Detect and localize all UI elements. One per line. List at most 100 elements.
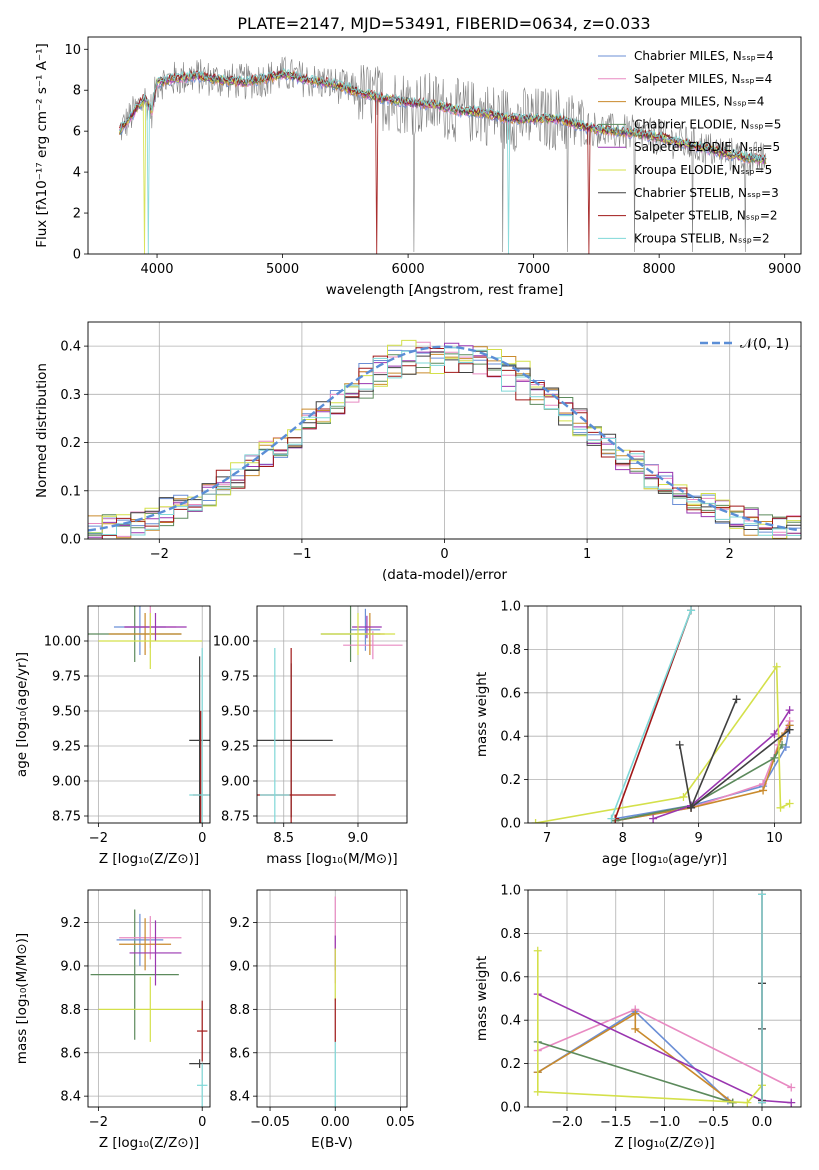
legend: 𝒩(0, 1) [700,336,789,352]
y-tick-label: 0.8 [500,643,521,658]
y-tick-label: 10 [64,43,81,58]
x-tick-label: 0.05 [386,1115,415,1130]
weight-marker [758,890,766,899]
histogram-8 [88,347,801,536]
y-tick-label: 1.0 [500,884,521,899]
x-tick-label: −0.05 [250,1115,290,1130]
x-tick-label: 7000 [517,262,550,277]
figure-title: PLATE=2147, MJD=53491, FIBERID=0634, z=0… [237,14,650,33]
weight-marker [607,814,616,823]
weight-line-5 [537,950,763,1104]
plot-area [90,909,210,1107]
panel-age_vs_z: −2 0 8.75 9.00 9.25 9.50 9.75 10.00 Z [log₁₀(Z/Z… [14,605,211,867]
weight-line-8 [610,610,692,819]
x-tick-label: 1 [583,547,591,562]
weight-marker [787,1098,796,1107]
y-tick-label: 0.6 [500,970,521,985]
weight-marker [770,753,779,762]
x-tick-label: −1.5 [600,1115,632,1130]
x-tick-label: −2 [89,1115,108,1130]
y-tick-label: 8.6 [229,1046,250,1061]
y-tick-label: 0.1 [60,484,81,499]
x-axis-label: mass [log₁₀(M/M⊙)] [266,851,397,867]
weight-marker [770,730,779,739]
plot-area [533,890,796,1107]
y-tick-label: 9.0 [60,959,81,974]
weight-line-2 [537,1012,734,1104]
errorbar-point-0 [90,909,179,1040]
y-tick-label: 0.2 [500,773,521,788]
y-tick-label: 0.2 [60,436,81,451]
axes-frame [256,889,408,1108]
legend-label: Chabrier MILES, Nₛₛₚ=4 [634,49,774,63]
panel-mass_vs_ebv: −0.05 0.00 0.05 8.4 8.6 8.8 9.0 9.2 E(B-V) [229,889,415,1151]
weight-marker [759,786,768,795]
weight-marker [533,1087,542,1096]
y-axis-label: Normed distribution [34,363,50,498]
errorbar-point-3 [108,613,182,655]
y-tick-label: 0.4 [60,340,81,355]
errorbar-point-2 [119,916,182,960]
weight-marker [631,1009,640,1018]
y-tick-label: 9.75 [221,670,250,685]
x-tick-label: 5000 [266,262,299,277]
y-tick-label: 9.2 [60,916,81,931]
x-tick-label: −2 [150,547,169,562]
observed-spectrum-line [119,56,766,253]
y-tick-label: 8.8 [60,1003,81,1018]
weight-marker [732,695,741,704]
x-tick-label: 4000 [140,262,173,277]
y-tick-label: 0 [73,248,81,263]
x-tick-label: 7 [543,831,551,846]
x-tick-label: 8000 [643,262,676,277]
y-tick-label: 0.8 [500,927,521,942]
y-tick-label: 9.75 [52,670,81,685]
errorbar-point-5 [320,613,396,655]
y-axis-label: mass weight [474,672,490,757]
errorbar-point-1 [116,913,164,966]
panel-residuals: −2 −1 0 1 2 0.0 0.1 0.2 0.3 0.4 (data-model)/error… [34,321,802,583]
axes-frame [256,605,408,824]
x-tick-label: 6000 [392,262,425,277]
x-axis-label: Z [log₁₀(Z/Z⊙)] [99,851,199,867]
x-axis-label: wavelength [Angstrom, rest frame] [326,282,564,298]
y-axis-label: Flux [fλ10⁻¹⁷ erg cm⁻² s⁻¹ A⁻¹] [34,43,50,248]
weight-marker [772,662,781,671]
panel-age_vs_mass: 8.5 9.0 8.75 9.00 9.25 9.50 9.75 10.00 mass [log… [213,605,408,867]
weight-marker [687,803,696,812]
x-tick-label: −2 [89,831,108,846]
errorbar-point-6 [189,1059,210,1068]
y-tick-label: 1.0 [500,600,521,615]
errorbar-point-3 [119,918,172,971]
y-tick-label: 10.00 [213,635,250,650]
errorbar-point-5 [98,976,203,1042]
legend: Chabrier MILES, Nₛₛₚ=4 Salpeter MILES, Nₛ… [598,49,781,245]
y-tick-label: 8 [73,84,81,99]
x-axis-label: (data-model)/error [382,567,508,583]
weight-marker [649,814,658,823]
y-tick-label: 0.4 [500,730,521,745]
x-tick-label: 8.5 [273,831,294,846]
weight-marker [787,1083,796,1092]
panel-weight_vs_z: −2.0 −1.5 −1.0 −0.5 0.0 0.0 0.2 0.4 0.6 0.8 1.0 Z [… [474,884,802,1151]
weight-line-4 [652,709,791,820]
y-tick-label: 8.8 [229,1003,250,1018]
y-tick-label: 9.50 [52,705,81,720]
x-tick-label: 9 [694,831,702,846]
x-tick-label: 2 [726,547,734,562]
axes-frame [527,605,802,824]
x-tick-label: 0.00 [321,1115,350,1130]
y-tick-label: 8.75 [52,810,81,825]
legend-label: Kroupa ELODIE, Nₛₛₚ=5 [634,163,772,177]
plot-area [88,339,801,539]
axes-frame [87,605,211,824]
plot-area [531,606,794,823]
weight-marker [785,706,794,715]
errorbar-point-8 [189,648,210,823]
model-line-8 [119,67,767,254]
weight-marker [776,803,785,812]
y-tick-label: 6 [73,125,81,140]
legend-label: Kroupa STELIB, Nₛₛₚ=2 [634,231,770,245]
y-tick-label: 9.00 [221,775,250,790]
